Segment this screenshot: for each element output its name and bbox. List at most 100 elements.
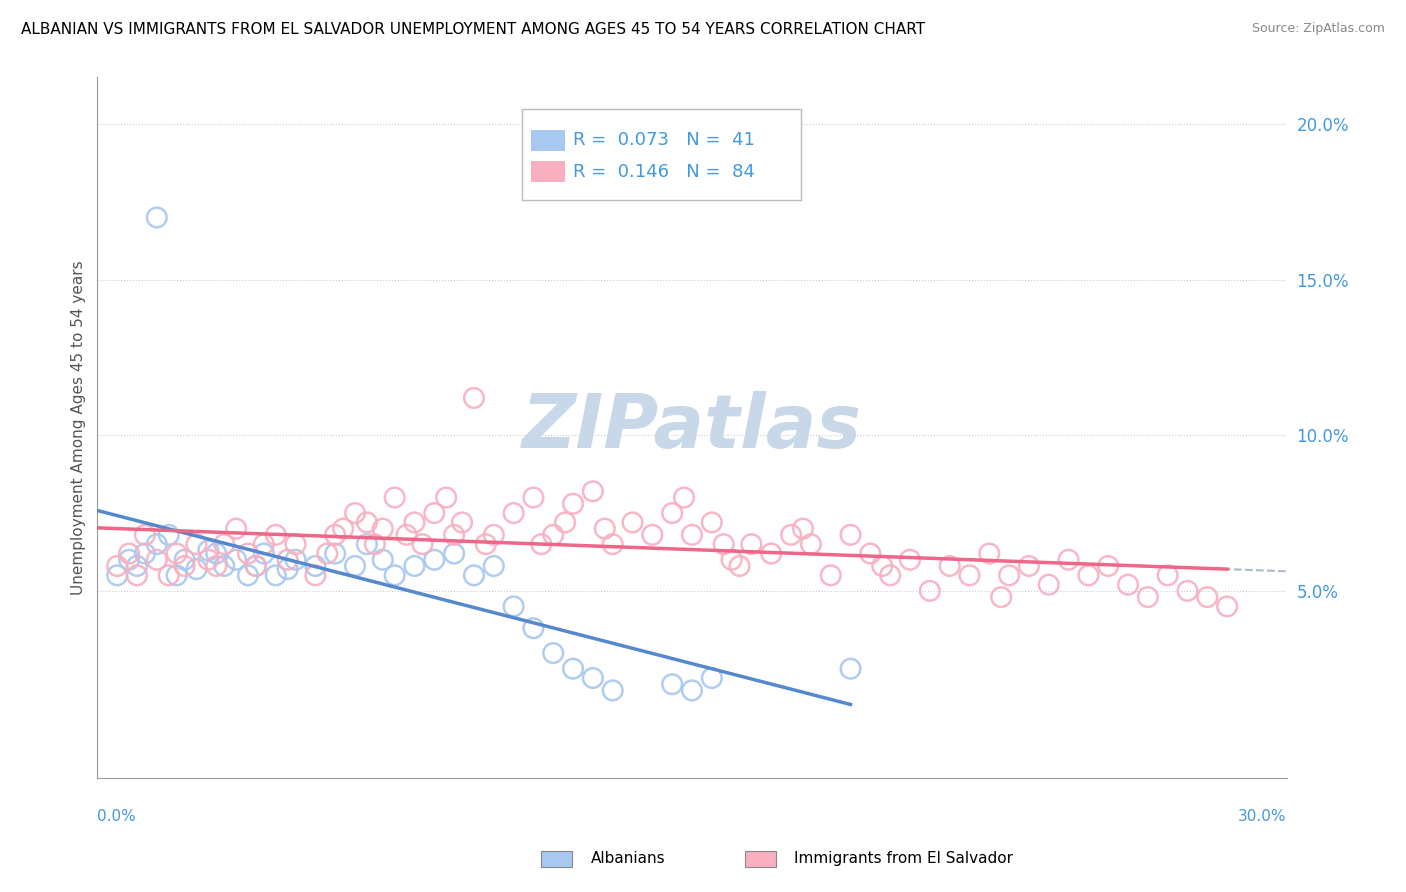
Point — [593, 522, 616, 536]
Text: 0.0%: 0.0% — [97, 809, 136, 824]
Point — [245, 559, 267, 574]
Point — [870, 559, 893, 574]
Point — [146, 537, 169, 551]
Point — [212, 537, 235, 551]
Point — [284, 537, 307, 551]
Point — [780, 528, 803, 542]
Point — [205, 547, 228, 561]
Point — [720, 553, 742, 567]
Point — [661, 677, 683, 691]
Point — [1156, 568, 1178, 582]
Point — [332, 522, 354, 536]
Point — [236, 547, 259, 561]
Point — [173, 553, 195, 567]
Point — [404, 516, 426, 530]
Point — [264, 528, 287, 542]
Point — [859, 547, 882, 561]
Point — [1018, 559, 1040, 574]
Point — [186, 537, 208, 551]
Point — [700, 516, 723, 530]
Point — [125, 568, 148, 582]
Text: R =  0.073   N =  41: R = 0.073 N = 41 — [574, 131, 755, 150]
Point — [118, 547, 141, 561]
Point — [562, 497, 585, 511]
Point — [316, 547, 339, 561]
Point — [146, 211, 169, 225]
Point — [245, 559, 267, 574]
Point — [384, 491, 406, 505]
Point — [125, 559, 148, 574]
Point — [166, 568, 188, 582]
Point — [502, 506, 524, 520]
Point — [800, 537, 823, 551]
Point — [166, 547, 188, 561]
Point — [264, 568, 287, 582]
Point — [673, 491, 696, 505]
Point — [602, 537, 624, 551]
Text: Source: ZipAtlas.com: Source: ZipAtlas.com — [1251, 22, 1385, 36]
Bar — [531, 130, 565, 151]
Point — [792, 522, 814, 536]
Point — [482, 559, 505, 574]
Point — [879, 568, 901, 582]
Point — [681, 683, 703, 698]
Point — [839, 662, 862, 676]
Point — [1038, 577, 1060, 591]
Point — [1097, 559, 1119, 574]
Point — [530, 537, 553, 551]
Point — [990, 590, 1012, 604]
Point — [820, 568, 842, 582]
Point — [118, 553, 141, 567]
Point — [582, 484, 605, 499]
Point — [541, 646, 564, 660]
Point — [323, 528, 346, 542]
Point — [236, 568, 259, 582]
Point — [371, 522, 394, 536]
Point — [105, 568, 128, 582]
Point — [681, 528, 703, 542]
Point — [728, 559, 751, 574]
Point — [356, 537, 378, 551]
Point — [1136, 590, 1159, 604]
Point — [134, 547, 156, 561]
Point — [344, 559, 367, 574]
Y-axis label: Unemployment Among Ages 45 to 54 years: Unemployment Among Ages 45 to 54 years — [72, 260, 86, 595]
Point — [898, 553, 921, 567]
Point — [641, 528, 664, 542]
Text: Albanians: Albanians — [591, 851, 665, 865]
Text: ZIPatlas: ZIPatlas — [522, 391, 862, 464]
Point — [304, 559, 326, 574]
Point — [740, 537, 762, 551]
Point — [475, 537, 498, 551]
Point — [839, 528, 862, 542]
Point — [661, 506, 683, 520]
Point — [157, 568, 180, 582]
Text: ALBANIAN VS IMMIGRANTS FROM EL SALVADOR UNEMPLOYMENT AMONG AGES 45 TO 54 YEARS C: ALBANIAN VS IMMIGRANTS FROM EL SALVADOR … — [21, 22, 925, 37]
Point — [918, 583, 941, 598]
Point — [713, 537, 735, 551]
Point — [602, 683, 624, 698]
Point — [761, 547, 783, 561]
Point — [323, 547, 346, 561]
Point — [423, 506, 446, 520]
Point — [157, 528, 180, 542]
Point — [197, 543, 219, 558]
Point — [423, 553, 446, 567]
Text: R =  0.146   N =  84: R = 0.146 N = 84 — [574, 163, 755, 181]
Point — [959, 568, 981, 582]
Point — [554, 516, 576, 530]
Point — [304, 568, 326, 582]
Point — [253, 537, 276, 551]
Point — [621, 516, 644, 530]
Point — [541, 528, 564, 542]
Point — [443, 528, 465, 542]
Point — [186, 562, 208, 576]
Point — [1177, 583, 1199, 598]
Point — [1197, 590, 1219, 604]
Point — [562, 662, 585, 676]
Point — [411, 537, 433, 551]
Point — [277, 562, 299, 576]
Point — [225, 553, 247, 567]
Point — [364, 537, 387, 551]
Point — [938, 559, 960, 574]
